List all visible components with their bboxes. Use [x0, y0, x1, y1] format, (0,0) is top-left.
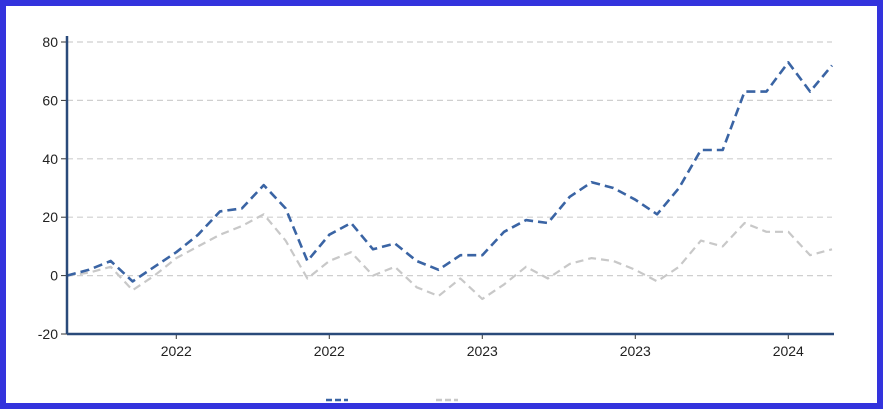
x-tick-label: 2022 — [314, 343, 345, 359]
x-axis-ticks: 2022 2022 2023 2023 2024 — [161, 334, 804, 359]
y-tick-label: 40 — [42, 151, 58, 167]
y-tick-label: 80 — [42, 34, 58, 50]
x-tick-label: 2023 — [467, 343, 498, 359]
axes — [65, 36, 834, 336]
line-chart: -20 0 20 40 60 80 2022 2022 2023 2023 2024 — [38, 34, 834, 402]
x-tick-label: 2024 — [773, 343, 804, 359]
series-line-2 — [66, 213, 833, 301]
x-tick-label: 2023 — [620, 343, 651, 359]
y-tick-label: -20 — [38, 326, 58, 342]
y-tick-label: 20 — [42, 209, 58, 225]
series-lines — [66, 61, 833, 301]
gridlines — [67, 41, 832, 277]
y-tick-label: 0 — [50, 268, 58, 284]
x-tick-label: 2022 — [161, 343, 192, 359]
series-line-1 — [66, 61, 833, 283]
y-tick-label: 60 — [42, 92, 58, 108]
y-axis-ticks: -20 0 20 40 60 80 — [38, 34, 67, 342]
